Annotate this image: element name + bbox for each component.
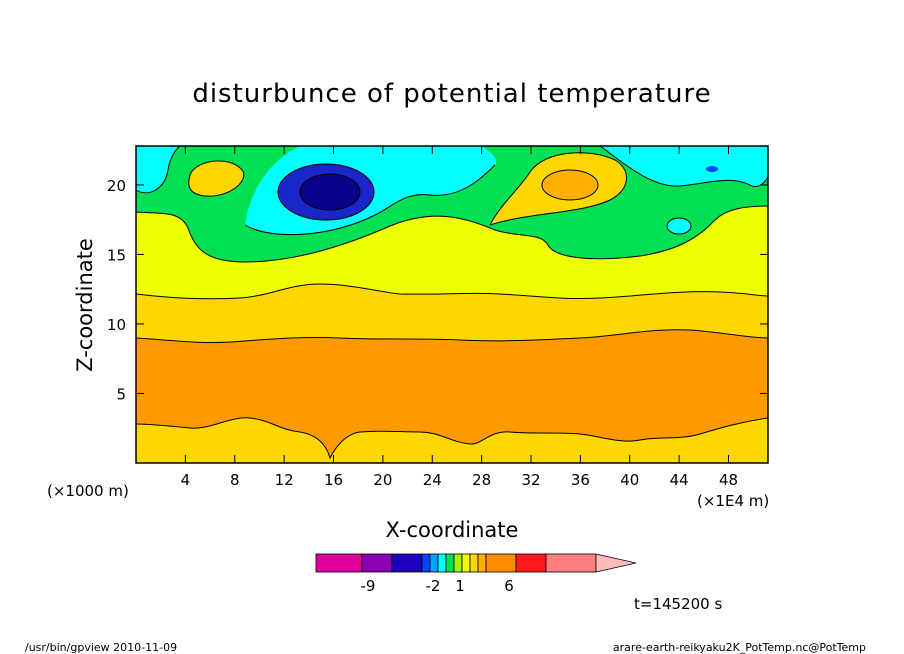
chart-title: disturbunce of potential temperature xyxy=(192,79,711,109)
blue-patch-small xyxy=(706,166,718,172)
colorbar-swatch xyxy=(361,553,393,573)
x-axis-title: X-coordinate xyxy=(386,518,519,542)
cyan-patch-small xyxy=(667,218,691,234)
colorbar-tick-label: 1 xyxy=(455,577,465,595)
colorbar-tick-label: -9 xyxy=(361,577,376,595)
x-tick-label: 48 xyxy=(719,471,738,489)
y-tick-label: 10 xyxy=(107,316,126,334)
colorbar-swatch xyxy=(391,553,423,573)
colorbar-swatch xyxy=(421,553,431,573)
colorbar-swatch xyxy=(485,553,517,573)
warm-core-right-inner xyxy=(542,170,598,200)
colorbar-swatch xyxy=(429,553,439,573)
colorbar-swatch xyxy=(515,553,547,573)
time-label: t=145200 s xyxy=(634,595,722,613)
x-tick-label: 4 xyxy=(181,471,191,489)
colorbar-tick-label: 6 xyxy=(504,577,514,595)
colorbar-swatch xyxy=(461,553,471,573)
x-tick-label: 44 xyxy=(670,471,689,489)
y-tick-label: 5 xyxy=(116,385,126,403)
x-tick-label: 32 xyxy=(521,471,540,489)
footer-right: arare-earth-reikyaku2K_PotTemp.nc@PotTem… xyxy=(613,641,866,654)
x-axis: 4 8 12 16 20 24 28 32 36 40 44 48 xyxy=(181,146,738,489)
colorbar xyxy=(315,553,637,573)
colorbar-swatch xyxy=(315,553,363,573)
colorbar-swatch xyxy=(545,553,597,573)
y-axis: 5 10 15 20 xyxy=(107,177,768,403)
colorbar-swatch xyxy=(477,553,487,573)
x-tick-label: 16 xyxy=(324,471,343,489)
x-tick-label: 40 xyxy=(620,471,639,489)
warm-core-left xyxy=(188,160,244,197)
x-tick-label: 8 xyxy=(230,471,240,489)
x-unit-right: (×1E4 m) xyxy=(697,492,769,510)
y-tick-label: 15 xyxy=(107,246,126,264)
y-tick-label: 20 xyxy=(107,177,126,195)
x-tick-label: 28 xyxy=(472,471,491,489)
colorbar-swatch xyxy=(469,553,479,573)
cyan-patch-left xyxy=(136,146,180,193)
contour-fill-lower xyxy=(136,329,768,458)
cold-core-inner xyxy=(300,174,360,210)
colorbar-swatch xyxy=(437,553,447,573)
colorbar-swatch xyxy=(445,553,455,573)
contour-lines xyxy=(136,146,768,460)
x-tick-label: 36 xyxy=(571,471,590,489)
colorbar-swatch xyxy=(453,553,463,573)
colorbar-ticks: -9 -2 1 6 xyxy=(361,577,514,595)
cyan-patch-right xyxy=(600,146,768,187)
y-axis-title: Z-coordinate xyxy=(73,238,97,372)
x-tick-label: 12 xyxy=(275,471,294,489)
colorbar-extend-arrow xyxy=(595,553,637,573)
x-unit-left: (×1000 m) xyxy=(47,482,129,500)
footer-left: /usr/bin/gpview 2010-11-09 xyxy=(25,641,177,654)
contour-plot xyxy=(136,146,768,463)
x-tick-label: 20 xyxy=(373,471,392,489)
x-tick-label: 24 xyxy=(423,471,442,489)
colorbar-tick-label: -2 xyxy=(426,577,441,595)
plot-frame xyxy=(135,145,769,464)
